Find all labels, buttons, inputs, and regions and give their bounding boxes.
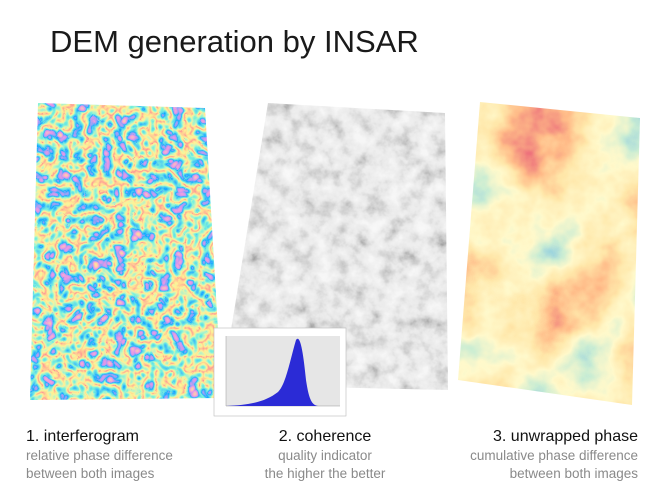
panel: 2. coherence quality indicator the highe…	[215, 426, 435, 483]
panel: 3. unwrapped phase cumulative phase diff…	[418, 426, 638, 483]
panel-label: 2. coherence	[278, 428, 372, 445]
panel-description: quality indicator	[278, 448, 372, 463]
panel-label: 1. interferogram	[26, 428, 139, 445]
panel-description: the higher the better	[264, 466, 386, 481]
unwrapped-phase-image	[458, 102, 640, 405]
panel-description: between both images	[26, 466, 155, 481]
coherence-image	[222, 103, 448, 390]
panel: 1. interferogram relative phase differen…	[26, 426, 246, 483]
panel-description: relative phase difference	[26, 448, 173, 463]
panel-description: between both images	[509, 466, 638, 481]
interferogram-image	[30, 103, 222, 400]
histogram-inset	[213, 327, 347, 417]
slide-title: DEM generation by INSAR	[50, 24, 419, 59]
panel-description: cumulative phase difference	[470, 448, 638, 463]
inset-distribution	[226, 338, 318, 406]
panel-label: 3. unwrapped phase	[493, 428, 638, 445]
